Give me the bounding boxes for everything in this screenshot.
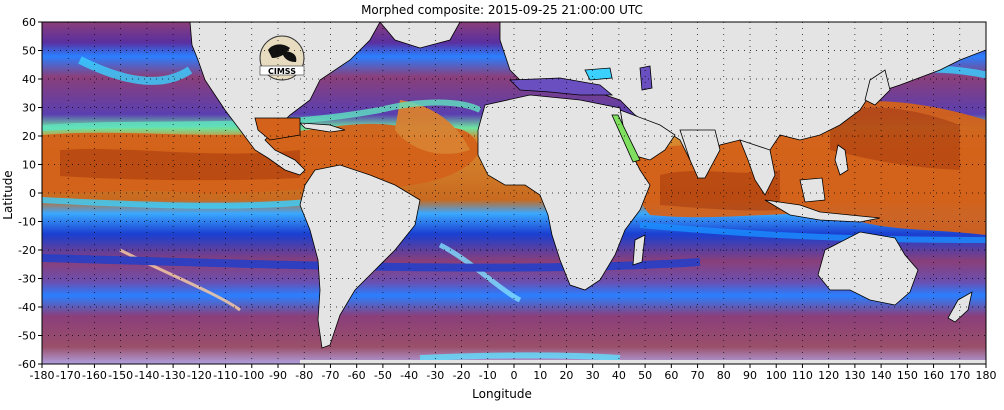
x-tick-label: -170 [56, 369, 81, 382]
x-tick-label: -80 [295, 369, 313, 382]
y-tick-label: -20 [18, 244, 36, 257]
x-tick-label: -40 [400, 369, 418, 382]
x-axis-label: Longitude [472, 387, 532, 401]
y-tick-label: -60 [18, 358, 36, 371]
x-tick-label: 40 [612, 369, 626, 382]
x-tick-label: -180 [30, 369, 55, 382]
y-tick-label: 40 [22, 73, 36, 86]
x-tick-label: -20 [453, 369, 471, 382]
x-tick-label: -10 [479, 369, 497, 382]
x-tick-label: 160 [923, 369, 944, 382]
south-america-land [299, 164, 421, 349]
x-tick-label: 20 [559, 369, 573, 382]
mediterranean-sea [509, 77, 614, 96]
x-tick-label: -60 [348, 369, 366, 382]
x-tick-label: -70 [321, 369, 339, 382]
southeast-asia-land [739, 139, 776, 196]
x-tick-label: -130 [161, 369, 186, 382]
x-tick-label: 90 [743, 369, 757, 382]
x-tick-label: 70 [691, 369, 705, 382]
y-tick-label: 0 [29, 187, 36, 200]
x-tick-label: 110 [792, 369, 813, 382]
north-america-land [189, 22, 381, 176]
cimss-logo: CIMSS [259, 35, 305, 81]
x-tick-label: -150 [108, 369, 133, 382]
y-tick-label: -30 [18, 273, 36, 286]
india-land [679, 129, 721, 179]
caspian-sea [639, 65, 653, 91]
x-tick-label: 100 [766, 369, 787, 382]
indonesia-islands [764, 199, 881, 223]
japan-islands [864, 69, 891, 106]
y-tick-label: 60 [22, 16, 36, 29]
y-axis-ticks: 60 50 40 30 20 10 0 -10 -20 -30 -40 -50 -60 [18, 16, 42, 371]
x-tick-label: 0 [511, 369, 518, 382]
x-tick-label: 80 [717, 369, 731, 382]
greenland-land [379, 22, 461, 49]
x-tick-label: 120 [818, 369, 839, 382]
australia-land [817, 231, 919, 306]
tropical-moisture-band [42, 100, 986, 235]
x-tick-label: 150 [897, 369, 918, 382]
x-tick-label: 60 [664, 369, 678, 382]
antarctica-land [300, 360, 986, 364]
x-axis-ticks: -180 -170 -160 -150 -140 -130 -120 -110 -100 -90-… [30, 364, 997, 382]
y-tick-label: -40 [18, 301, 36, 314]
x-tick-label: 180 [976, 369, 997, 382]
x-tick-label: -120 [187, 369, 212, 382]
caribbean-islands [298, 122, 346, 133]
x-tick-label: -30 [426, 369, 444, 382]
borneo-island [799, 177, 826, 203]
y-tick-label: -50 [18, 330, 36, 343]
land-masses [189, 22, 986, 364]
chart-title: Morphed composite: 2015-09-25 21:00:00 U… [361, 3, 643, 17]
madagascar-land [632, 234, 646, 266]
x-tick-label: -100 [239, 369, 264, 382]
black-sea [584, 67, 613, 81]
red-sea [611, 114, 641, 163]
graticule [42, 22, 986, 364]
logo-text: CIMSS [268, 67, 296, 76]
x-tick-label: 130 [844, 369, 865, 382]
x-tick-label: 170 [949, 369, 970, 382]
x-tick-label: 140 [871, 369, 892, 382]
x-tick-label: -140 [134, 369, 159, 382]
y-tick-label: 50 [22, 45, 36, 58]
x-tick-label: -50 [374, 369, 392, 382]
philippines-islands [834, 144, 849, 176]
x-tick-label: 30 [586, 369, 600, 382]
x-tick-label: -160 [82, 369, 107, 382]
y-tick-label: 10 [22, 159, 36, 172]
y-tick-label: 20 [22, 130, 36, 143]
x-tick-label: 50 [638, 369, 652, 382]
gulf-of-mexico [254, 117, 301, 141]
x-tick-label: 10 [533, 369, 547, 382]
y-tick-label: -10 [18, 216, 36, 229]
y-tick-label: 30 [22, 102, 36, 115]
x-tick-label: -90 [269, 369, 287, 382]
x-tick-label: -110 [213, 369, 238, 382]
